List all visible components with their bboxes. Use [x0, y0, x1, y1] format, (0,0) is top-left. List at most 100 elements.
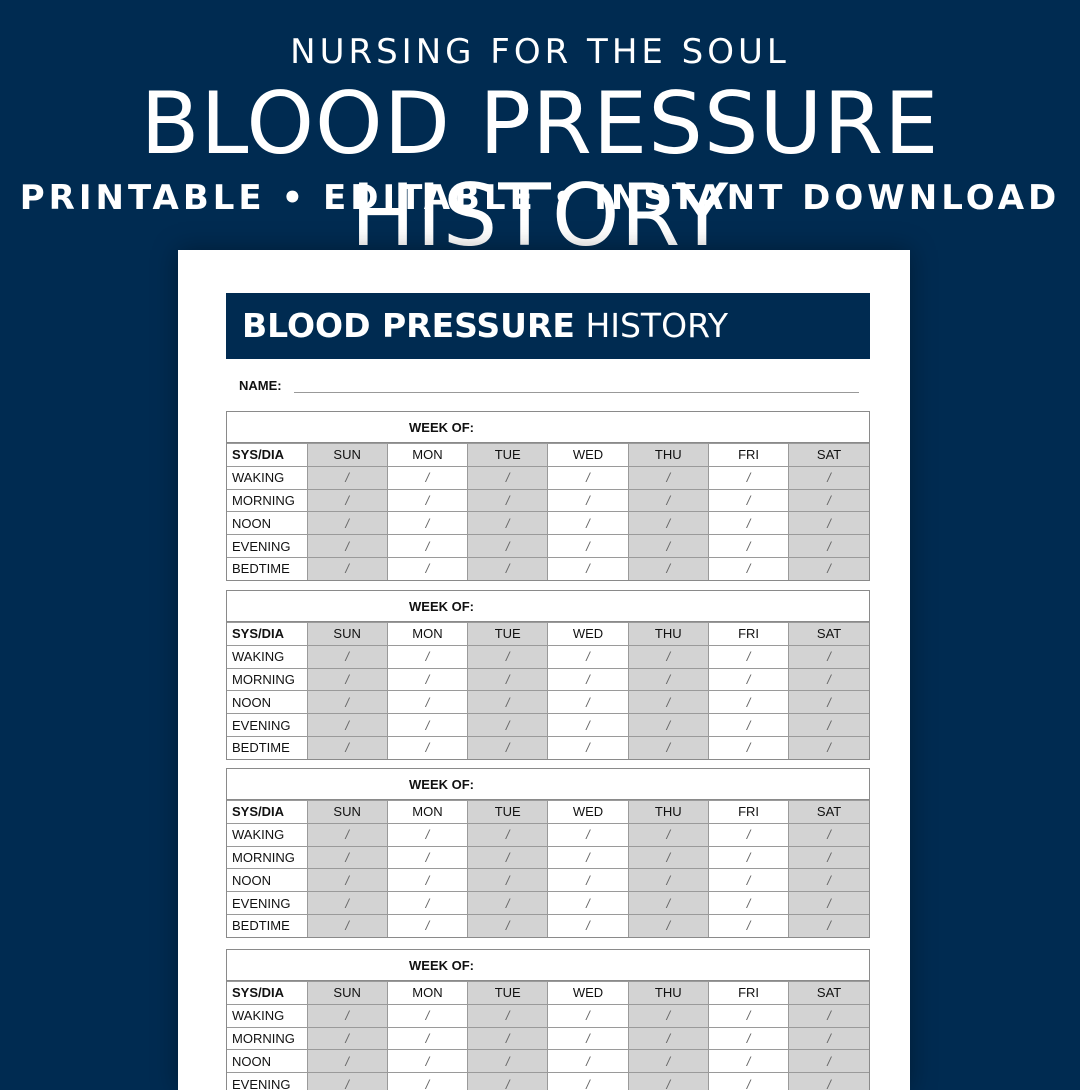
- name-field[interactable]: [294, 392, 859, 393]
- reading-cell[interactable]: /: [386, 1049, 469, 1074]
- reading-cell[interactable]: /: [627, 845, 709, 870]
- reading-cell[interactable]: /: [467, 511, 549, 536]
- reading-cell[interactable]: /: [386, 534, 469, 558]
- reading-cell[interactable]: /: [547, 667, 629, 692]
- reading-cell[interactable]: /: [788, 1072, 869, 1090]
- reading-cell[interactable]: /: [547, 511, 629, 536]
- reading-cell[interactable]: /: [707, 845, 790, 870]
- reading-cell[interactable]: /: [788, 465, 869, 490]
- reading-cell[interactable]: /: [467, 644, 549, 669]
- reading-cell[interactable]: /: [547, 644, 629, 669]
- reading-cell[interactable]: /: [547, 891, 629, 915]
- reading-cell[interactable]: /: [707, 667, 790, 692]
- reading-cell[interactable]: /: [386, 868, 469, 893]
- reading-cell[interactable]: /: [306, 534, 388, 558]
- reading-cell[interactable]: /: [306, 556, 388, 580]
- reading-cell[interactable]: /: [467, 868, 549, 893]
- reading-cell[interactable]: /: [788, 891, 869, 915]
- reading-cell[interactable]: /: [386, 891, 469, 915]
- reading-cell[interactable]: /: [467, 690, 549, 715]
- reading-cell[interactable]: /: [547, 868, 629, 893]
- reading-cell[interactable]: /: [627, 1003, 709, 1028]
- reading-cell[interactable]: /: [788, 556, 869, 580]
- reading-cell[interactable]: /: [386, 690, 469, 715]
- reading-cell[interactable]: /: [788, 913, 869, 937]
- reading-cell[interactable]: /: [467, 1072, 549, 1090]
- week-of-label[interactable]: WEEK OF:: [227, 591, 869, 622]
- reading-cell[interactable]: /: [627, 556, 709, 580]
- reading-cell[interactable]: /: [707, 735, 790, 759]
- reading-cell[interactable]: /: [467, 488, 549, 513]
- reading-cell[interactable]: /: [788, 1026, 869, 1051]
- reading-cell[interactable]: /: [386, 913, 469, 937]
- reading-cell[interactable]: /: [788, 488, 869, 513]
- reading-cell[interactable]: /: [467, 913, 549, 937]
- reading-cell[interactable]: /: [467, 667, 549, 692]
- reading-cell[interactable]: /: [627, 1072, 709, 1090]
- reading-cell[interactable]: /: [386, 845, 469, 870]
- reading-cell[interactable]: /: [306, 868, 388, 893]
- reading-cell[interactable]: /: [306, 1049, 388, 1074]
- reading-cell[interactable]: /: [306, 845, 388, 870]
- reading-cell[interactable]: /: [467, 1003, 549, 1028]
- reading-cell[interactable]: /: [627, 1026, 709, 1051]
- reading-cell[interactable]: /: [627, 891, 709, 915]
- reading-cell[interactable]: /: [627, 511, 709, 536]
- reading-cell[interactable]: /: [627, 690, 709, 715]
- reading-cell[interactable]: /: [306, 735, 388, 759]
- reading-cell[interactable]: /: [707, 1026, 790, 1051]
- reading-cell[interactable]: /: [386, 713, 469, 737]
- reading-cell[interactable]: /: [627, 465, 709, 490]
- reading-cell[interactable]: /: [707, 1072, 790, 1090]
- reading-cell[interactable]: /: [467, 735, 549, 759]
- reading-cell[interactable]: /: [707, 891, 790, 915]
- reading-cell[interactable]: /: [306, 913, 388, 937]
- reading-cell[interactable]: /: [788, 735, 869, 759]
- reading-cell[interactable]: /: [707, 644, 790, 669]
- reading-cell[interactable]: /: [386, 488, 469, 513]
- reading-cell[interactable]: /: [627, 713, 709, 737]
- reading-cell[interactable]: /: [547, 913, 629, 937]
- reading-cell[interactable]: /: [707, 913, 790, 937]
- reading-cell[interactable]: /: [547, 534, 629, 558]
- reading-cell[interactable]: /: [707, 556, 790, 580]
- reading-cell[interactable]: /: [306, 511, 388, 536]
- reading-cell[interactable]: /: [306, 822, 388, 847]
- reading-cell[interactable]: /: [788, 690, 869, 715]
- reading-cell[interactable]: /: [467, 534, 549, 558]
- reading-cell[interactable]: /: [386, 1072, 469, 1090]
- week-of-label[interactable]: WEEK OF:: [227, 412, 869, 443]
- reading-cell[interactable]: /: [547, 488, 629, 513]
- reading-cell[interactable]: /: [707, 1049, 790, 1074]
- reading-cell[interactable]: /: [306, 488, 388, 513]
- reading-cell[interactable]: /: [788, 713, 869, 737]
- reading-cell[interactable]: /: [306, 465, 388, 490]
- reading-cell[interactable]: /: [306, 1026, 388, 1051]
- reading-cell[interactable]: /: [306, 891, 388, 915]
- reading-cell[interactable]: /: [386, 465, 469, 490]
- reading-cell[interactable]: /: [788, 845, 869, 870]
- reading-cell[interactable]: /: [306, 713, 388, 737]
- reading-cell[interactable]: /: [788, 511, 869, 536]
- reading-cell[interactable]: /: [467, 465, 549, 490]
- reading-cell[interactable]: /: [306, 644, 388, 669]
- reading-cell[interactable]: /: [547, 1072, 629, 1090]
- reading-cell[interactable]: /: [547, 556, 629, 580]
- reading-cell[interactable]: /: [788, 868, 869, 893]
- reading-cell[interactable]: /: [306, 1003, 388, 1028]
- reading-cell[interactable]: /: [627, 822, 709, 847]
- reading-cell[interactable]: /: [707, 822, 790, 847]
- reading-cell[interactable]: /: [306, 667, 388, 692]
- reading-cell[interactable]: /: [547, 1003, 629, 1028]
- reading-cell[interactable]: /: [707, 534, 790, 558]
- reading-cell[interactable]: /: [788, 534, 869, 558]
- reading-cell[interactable]: /: [386, 667, 469, 692]
- reading-cell[interactable]: /: [547, 713, 629, 737]
- reading-cell[interactable]: /: [467, 713, 549, 737]
- reading-cell[interactable]: /: [306, 1072, 388, 1090]
- reading-cell[interactable]: /: [707, 713, 790, 737]
- reading-cell[interactable]: /: [547, 1049, 629, 1074]
- reading-cell[interactable]: /: [386, 511, 469, 536]
- reading-cell[interactable]: /: [627, 644, 709, 669]
- reading-cell[interactable]: /: [627, 488, 709, 513]
